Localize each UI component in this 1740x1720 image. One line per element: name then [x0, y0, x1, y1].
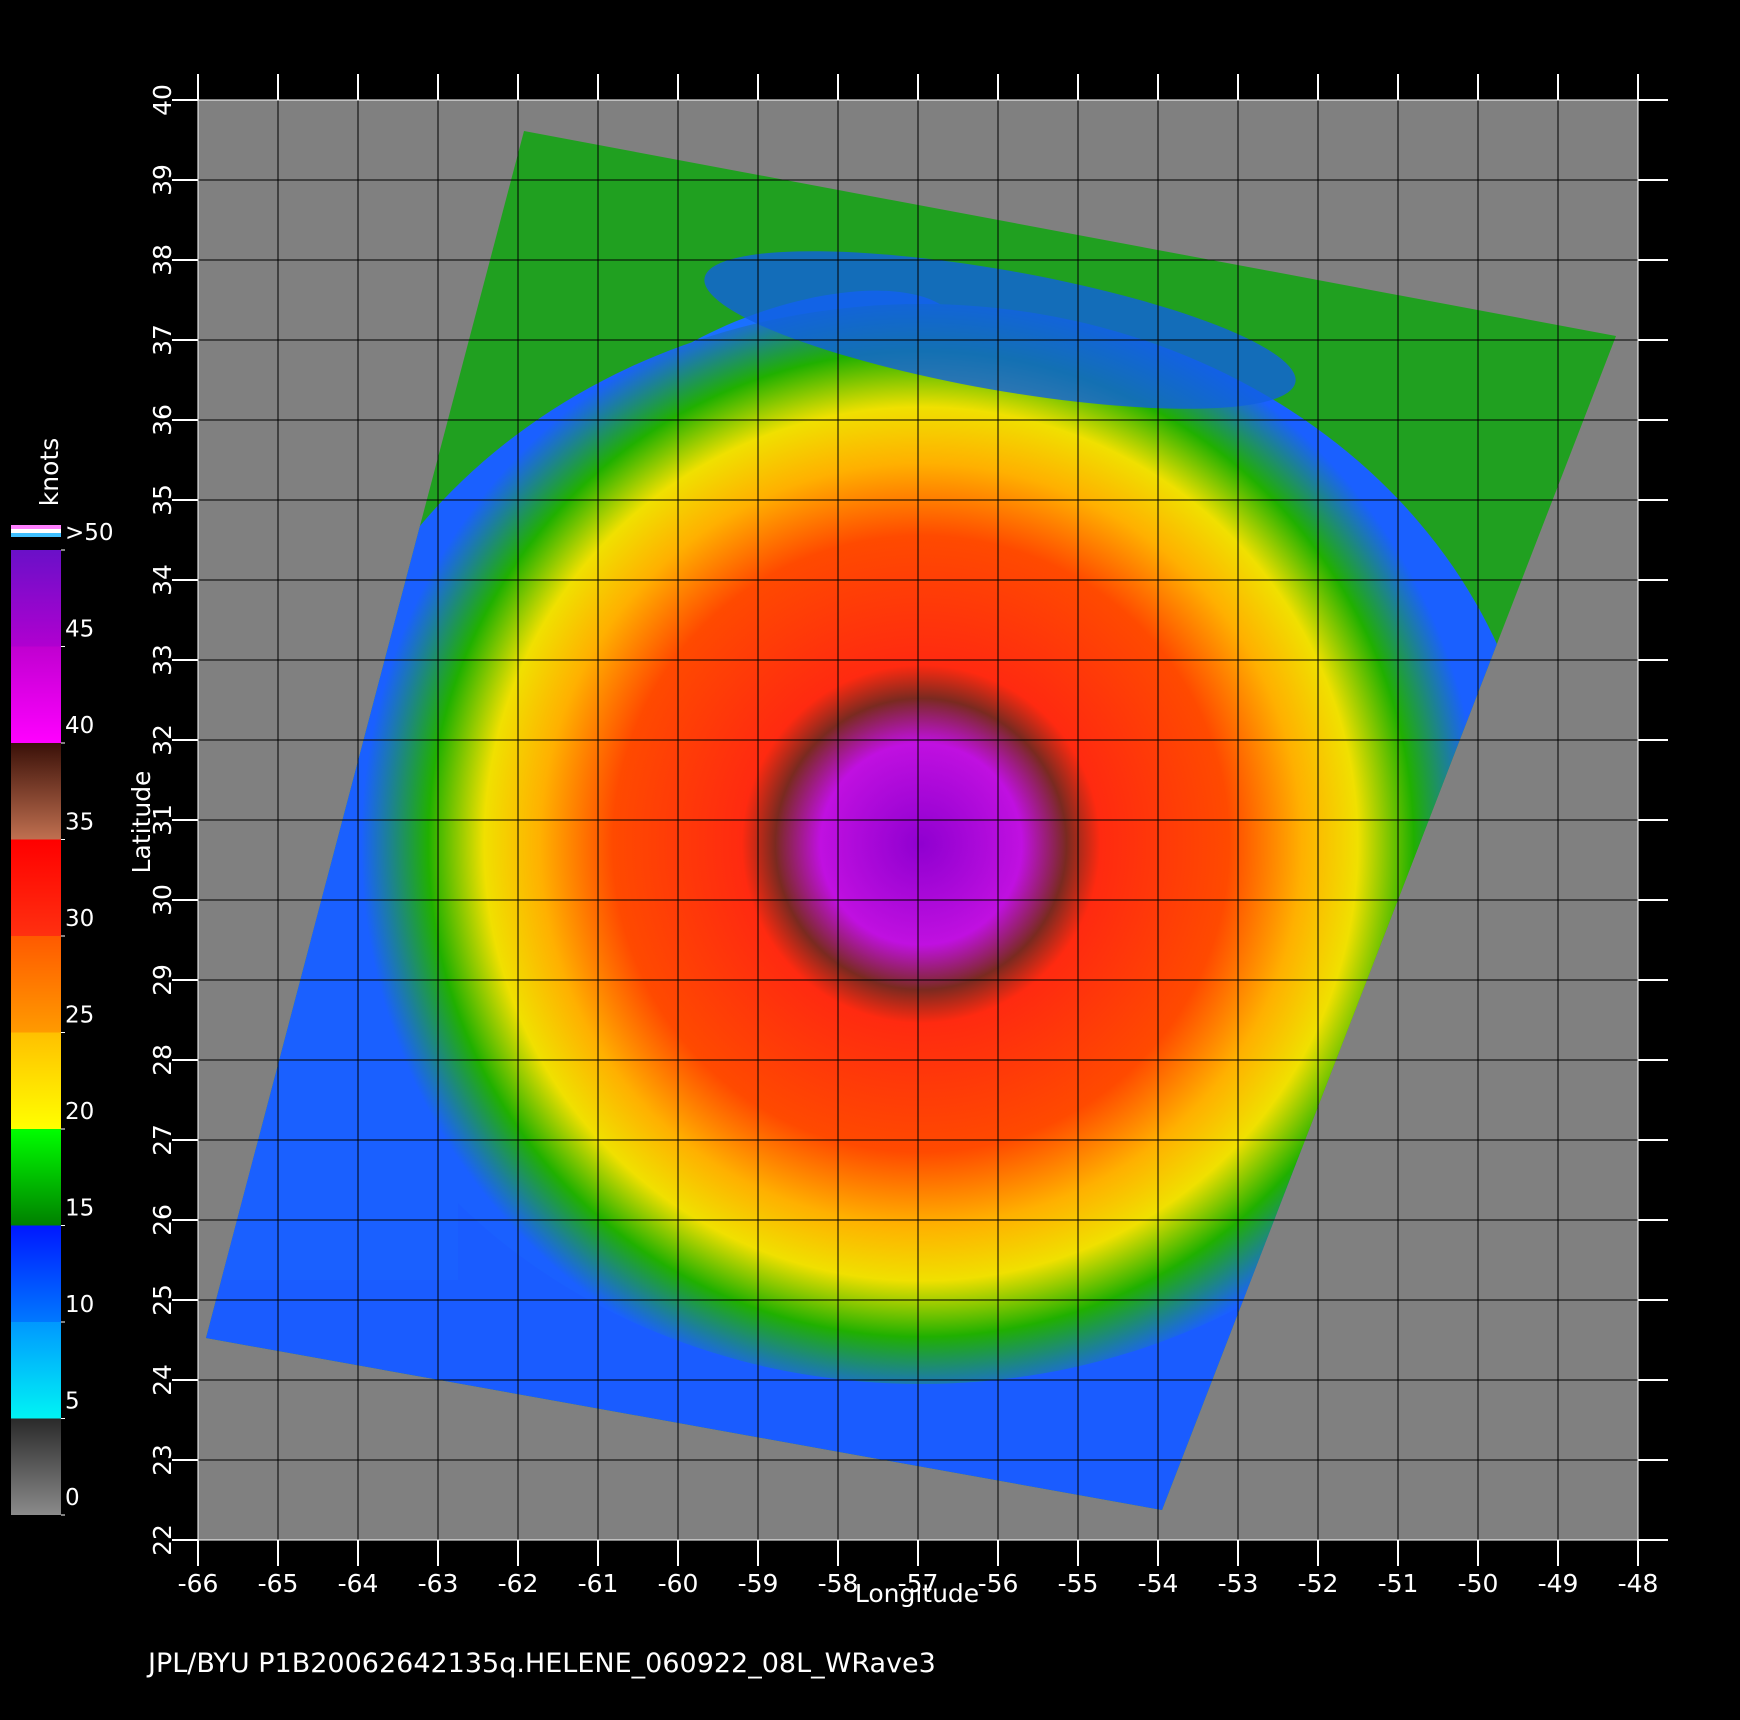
x-tick-label: -53 [1218, 1569, 1259, 1598]
y-tick-label: 26 [148, 1204, 177, 1236]
x-tick-label: -51 [1378, 1569, 1419, 1598]
y-tick-label: 25 [148, 1284, 177, 1316]
x-tick-label: -55 [1058, 1569, 1099, 1598]
colorbar-label: 25 [65, 1003, 94, 1029]
x-tick-label: -52 [1298, 1569, 1339, 1598]
colorbar-unit: knots [35, 438, 64, 506]
y-tick-label: 23 [148, 1444, 177, 1476]
grid [197, 99, 1639, 1541]
x-tick-label: -65 [258, 1569, 299, 1598]
colorbar-stripe [11, 525, 61, 529]
y-tick-label: 37 [148, 324, 177, 356]
colorbar-band [11, 550, 61, 647]
footer: JPL/BYU P1B20062642135q.HELENE_060922_08… [146, 1648, 936, 1679]
colorbar-band [11, 936, 61, 1033]
x-tick-label: -48 [1618, 1569, 1659, 1598]
colorbar-label: 40 [65, 713, 94, 739]
x-tick-label: -54 [1138, 1569, 1179, 1598]
colorbar-band [11, 1032, 61, 1129]
x-tick-label: -58 [818, 1569, 859, 1598]
x-tick-label: -62 [498, 1569, 539, 1598]
x-axis-label: Longitude [855, 1579, 979, 1608]
y-tick-label: 35 [148, 484, 177, 516]
x-tick-label: -66 [178, 1569, 219, 1598]
colorbar-label: >50 [65, 520, 114, 546]
colorbar-band [11, 1225, 61, 1322]
colorbar-band [11, 646, 61, 743]
y-tick-label: 31 [148, 804, 177, 836]
x-tick-label: -61 [578, 1569, 619, 1598]
colorbar-label: 5 [65, 1389, 80, 1415]
y-tick-label: 30 [148, 884, 177, 916]
colorbar-stripe [11, 533, 61, 537]
y-tick-label: 32 [148, 724, 177, 756]
colorbar-label: 0 [65, 1485, 80, 1511]
y-tick-label: 29 [148, 964, 177, 996]
x-tick-label: -56 [978, 1569, 1019, 1598]
x-tick-label: -63 [418, 1569, 459, 1598]
colorbar-label: 15 [65, 1196, 94, 1222]
y-tick-label: 36 [148, 404, 177, 436]
colorbar-label: 30 [65, 906, 94, 932]
y-tick-label: 24 [148, 1364, 177, 1396]
y-tick-label: 22 [148, 1524, 177, 1556]
y-tick-label: 39 [148, 164, 177, 196]
y-tick-label: 40 [148, 84, 177, 116]
colorbar-band [11, 1322, 61, 1419]
x-tick-label: -49 [1538, 1569, 1579, 1598]
colorbar-stripe [11, 529, 61, 533]
colorbar-label: 20 [65, 1099, 94, 1125]
y-tick-label: 27 [148, 1124, 177, 1156]
x-tick-label: -60 [658, 1569, 699, 1598]
colorbar-band [11, 839, 61, 936]
colorbar-label: 10 [65, 1292, 94, 1318]
y-tick-label: 38 [148, 244, 177, 276]
x-tick-label: -64 [338, 1569, 379, 1598]
colorbar-label: 45 [65, 617, 94, 643]
colorbar-band [11, 1129, 61, 1226]
y-tick-label: 34 [148, 564, 177, 596]
y-axis-label: Latitude [127, 771, 156, 874]
x-tick-label: -50 [1458, 1569, 1499, 1598]
colorbar-band [11, 1418, 61, 1515]
x-tick-label: -59 [738, 1569, 779, 1598]
y-tick-label: 28 [148, 1044, 177, 1076]
colorbar-label: 35 [65, 810, 94, 836]
y-tick-label: 33 [148, 644, 177, 676]
colorbar-band [11, 743, 61, 840]
x-tick-label: -57 [898, 1569, 939, 1598]
